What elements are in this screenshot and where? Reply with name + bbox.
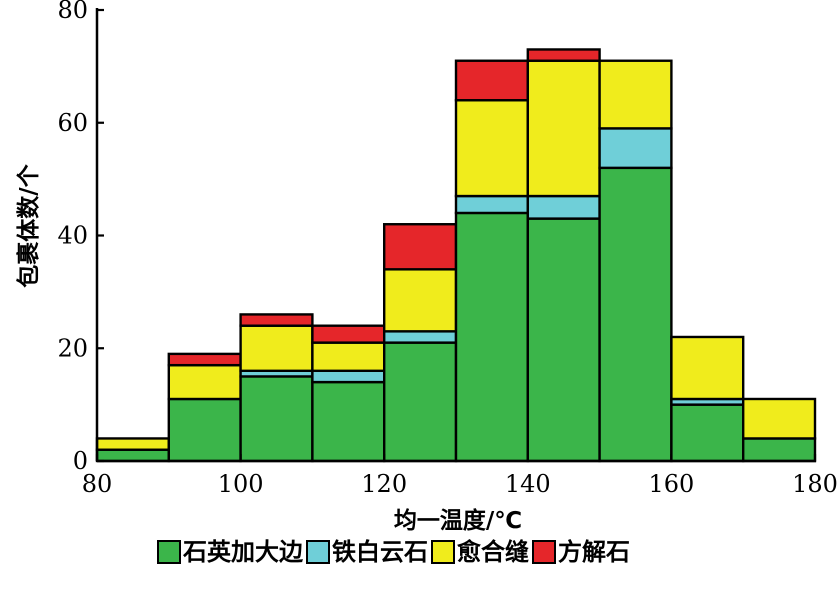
bar-segment-0-bin-4	[383, 341, 458, 463]
bar-segment-2-bin-6	[526, 59, 601, 198]
bar-segment-1-bin-6	[526, 194, 601, 220]
x-tick-label: 140	[505, 470, 551, 498]
bar-segment-3-bin-2	[239, 313, 314, 327]
bars-group	[95, 48, 817, 463]
y-tick-label: 20	[57, 334, 88, 362]
legend-label-2: 愈合缝	[457, 538, 529, 566]
bar-segment-0-bin-2	[239, 375, 314, 463]
bar-segment-0-bin-9	[742, 437, 817, 463]
y-tick-label: 80	[57, 0, 88, 24]
bar-segment-0-bin-3	[311, 380, 386, 463]
x-axis-title: 均一温度/℃	[394, 507, 522, 534]
x-tick-label: 160	[648, 470, 694, 498]
bar-segment-2-bin-2	[239, 324, 314, 373]
axes-group	[95, 8, 817, 463]
legend-swatch-0	[157, 540, 181, 564]
legend-swatch-1	[306, 540, 330, 564]
bar-segment-0-bin-0	[95, 448, 171, 463]
legend-swatch-3	[532, 540, 556, 564]
bar-segment-3-bin-6	[526, 48, 601, 62]
tick-labels-group: 80 100 120 140 160 180 0 20 40 60 80	[57, 0, 837, 498]
legend-label-1: 铁白云石	[332, 538, 428, 566]
legend-swatch-2	[431, 540, 455, 564]
bar-segment-0-bin-6	[526, 217, 601, 463]
bar-segment-2-bin-8	[670, 335, 745, 401]
bar-segment-0-bin-5	[454, 211, 530, 463]
bar-segment-2-bin-1	[167, 363, 242, 401]
bar-segment-1-bin-5	[454, 194, 530, 215]
bar-segment-3-bin-1	[167, 352, 242, 367]
bar-segment-2-bin-9	[742, 397, 817, 440]
bar-segment-1-bin-4	[383, 330, 458, 344]
y-tick-label: 0	[73, 447, 88, 475]
bar-segment-2-bin-4	[383, 268, 458, 333]
bar-segment-3-bin-3	[311, 324, 386, 344]
x-tick-label: 80	[82, 470, 113, 498]
bar-segment-0-bin-1	[167, 397, 242, 463]
x-tick-label: 180	[792, 470, 837, 498]
y-tick-label: 40	[57, 222, 88, 250]
bar-segment-2-bin-3	[311, 341, 386, 372]
bar-segment-0-bin-8	[670, 403, 745, 463]
bar-segment-0-bin-7	[598, 166, 673, 463]
x-tick-label: 100	[218, 470, 264, 498]
x-tick-label: 120	[361, 470, 407, 498]
y-axis-title: 包裹体数/个	[15, 163, 42, 287]
bar-segment-2-bin-7	[598, 59, 673, 130]
bar-segment-2-bin-0	[95, 437, 171, 451]
bar-segment-3-bin-4	[383, 223, 458, 271]
legend-label-3: 方解石	[558, 538, 630, 566]
legend: 石英加大边 铁白云石 愈合缝 方解石	[157, 538, 630, 566]
bar-segment-2-bin-5	[454, 98, 530, 198]
legend-label-0: 石英加大边	[182, 538, 304, 566]
bar-segment-1-bin-7	[598, 127, 673, 170]
bar-segment-3-bin-5	[454, 59, 530, 102]
bar-segment-1-bin-3	[311, 369, 386, 384]
y-tick-label: 60	[57, 109, 88, 137]
